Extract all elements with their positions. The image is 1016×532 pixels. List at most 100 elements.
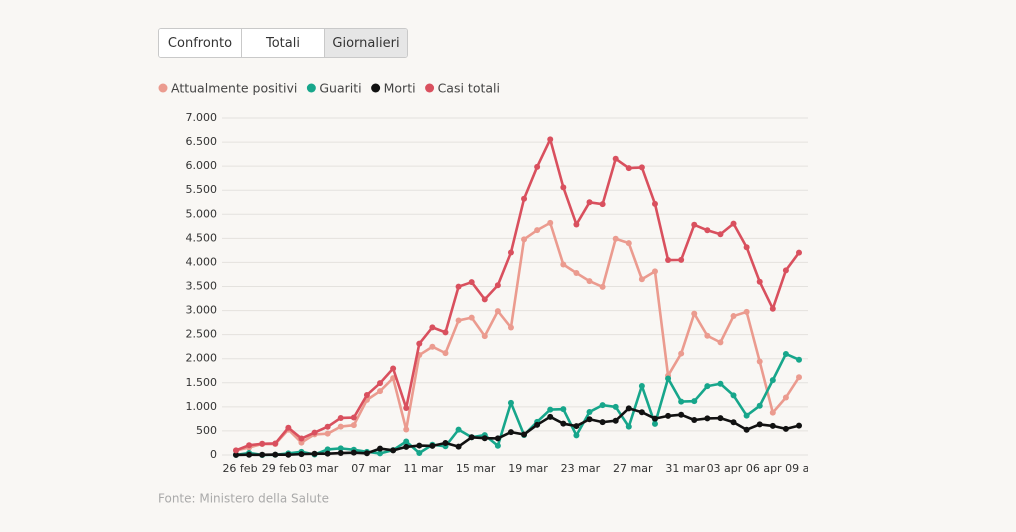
series-line [235,352,800,457]
data-point [377,380,384,387]
data-point [678,350,685,357]
data-point [782,425,789,432]
x-tick-label: 23 mar [561,462,601,475]
data-point [246,442,253,449]
data-point [324,450,331,457]
data-point [429,324,436,331]
data-point [717,380,724,387]
data-point [782,350,789,357]
y-tick-label: 3.000 [186,304,218,317]
x-tick-label: 03 apr [707,462,743,475]
data-point [560,406,567,413]
data-point [638,382,645,389]
data-point [599,402,606,409]
data-point [521,195,528,202]
data-point [638,276,645,283]
data-point [769,409,776,416]
y-tick-label: 2.500 [186,328,218,341]
data-point [363,450,370,457]
data-point [246,451,253,458]
legend-label: Casi totali [438,81,500,96]
data-point [586,408,593,415]
data-point [599,201,606,208]
data-point [272,451,279,458]
data-point [756,402,763,409]
data-point [298,435,305,442]
data-point [756,421,763,428]
data-point [796,249,802,256]
data-point [586,199,593,206]
data-point [651,415,658,422]
legend-label: Morti [384,81,416,96]
legend: Attualmente positivi Guariti Morti Casi tot… [158,81,500,96]
data-point [573,432,580,439]
data-point [455,283,462,290]
data-point [651,420,658,427]
data-point [769,305,776,312]
data-point [796,374,802,381]
x-tick-label: 29 feb [262,462,297,475]
data-point [507,429,514,436]
data-point [638,409,645,416]
data-point [507,324,514,331]
data-point [599,283,606,290]
data-point [285,451,292,458]
data-point [507,249,514,256]
data-point [651,268,658,275]
data-point [494,442,501,449]
data-point [442,350,449,357]
data-point [730,313,737,320]
data-point [363,391,370,398]
tab[interactable]: Giornalieri [324,29,407,57]
data-point [547,136,554,143]
data-point [717,231,724,238]
data-point [416,340,423,347]
legend-label: Attualmente positivi [171,81,297,96]
tab-bar: Confronto Totali Giornalieri [158,28,408,58]
source: Fonte: Ministero della Salute [158,492,329,506]
data-point [468,314,475,321]
data-point [507,399,514,406]
data-point [573,221,580,228]
data-point [272,440,279,447]
data-point [337,423,344,430]
data-point [429,442,436,449]
data-point [403,443,410,450]
data-point [638,164,645,171]
data-point [717,415,724,422]
data-point [573,423,580,430]
data-point [704,383,711,390]
data-point [442,329,449,336]
tab[interactable]: Totali [241,29,324,57]
data-point [521,236,528,243]
data-point [324,446,331,453]
plot [233,136,802,458]
data-point [311,450,318,457]
data-point [468,434,475,441]
data-point [429,343,436,350]
y-tick-label: 5.000 [186,207,218,220]
data-point [691,221,698,228]
data-point [743,244,750,251]
data-point [455,317,462,324]
data-point [442,439,449,446]
data-point [547,413,554,420]
x-tick-label: 06 apr [746,462,782,475]
y-tick-label: 2.000 [186,352,218,365]
data-point [743,412,750,419]
data-point [285,424,292,431]
tab[interactable]: Confronto [159,29,241,57]
data-point [534,227,541,234]
y-tick-label: 3.500 [186,280,218,293]
legend-swatch [158,83,168,93]
data-point [665,257,672,264]
data-point [403,404,410,411]
data-point [481,296,488,303]
data-point [678,398,685,405]
series-line [235,407,800,457]
data-point [717,339,724,346]
data-point [416,442,423,449]
x-tick-label: 27 mar [613,462,653,475]
data-point [730,419,737,426]
